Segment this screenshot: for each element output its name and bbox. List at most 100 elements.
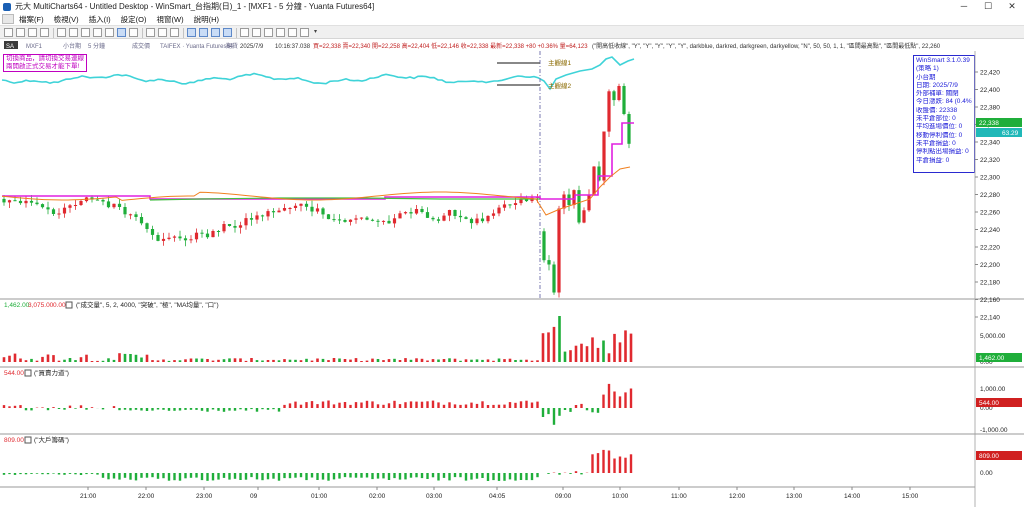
candle-body: [68, 205, 72, 208]
draw-line-icon[interactable]: [105, 28, 114, 37]
candle-body: [425, 212, 430, 218]
candle-body: [597, 166, 601, 181]
toolbar-dropdown[interactable]: ▾: [314, 29, 318, 35]
indicator-icon[interactable]: [240, 28, 249, 37]
volume-value-3: 0.00: [53, 302, 66, 309]
window-icon[interactable]: [300, 28, 309, 37]
power-bar: [140, 408, 143, 411]
power-badge-bg: [976, 398, 1022, 407]
big-bar: [239, 473, 242, 480]
chart-canvas[interactable]: SA MXF1 小台期 5 分鐘 成交價 TAIFEX · Yuanta Fut…: [0, 39, 1024, 507]
new-chart-icon[interactable]: [4, 28, 13, 37]
quote-line: 買=22,338 賣=22,340 開=22,258 高=22,404 低=22…: [313, 42, 588, 50]
candle-body: [442, 215, 446, 221]
big-indicator-label: ("大戶籌碼"): [34, 435, 69, 444]
big-pane: 809.00 ("大戶籌碼") 0.00 809.00: [2, 435, 1022, 481]
candle-body: [464, 217, 468, 219]
big-bar: [349, 473, 352, 478]
price-tick-label: 22,280: [980, 192, 1000, 199]
candle-body: [337, 219, 342, 221]
menu-bar: 檔案(F) 檢視(V) 插入(I) 設定(O) 視窗(W) 說明(H): [0, 13, 1024, 25]
volume-bar: [486, 359, 490, 362]
menu-window[interactable]: 視窗(W): [156, 14, 184, 24]
big-bar: [426, 473, 429, 479]
time-tick-label: 11:00: [671, 493, 687, 500]
power-bar: [310, 401, 314, 408]
volume-bar: [222, 359, 226, 362]
power-bar: [129, 408, 132, 411]
big-bar: [24, 473, 28, 475]
open-icon[interactable]: [16, 28, 25, 37]
power-bar: [393, 400, 396, 408]
menu-help[interactable]: 說明(H): [193, 14, 220, 24]
plus-icon[interactable]: [211, 28, 220, 37]
line-style-icon[interactable]: [170, 28, 179, 37]
volume-bar: [404, 358, 407, 362]
big-bar: [448, 473, 451, 481]
draw-text-icon[interactable]: [117, 28, 126, 37]
settings-icon[interactable]: [264, 28, 273, 37]
scroll-right-icon[interactable]: [199, 28, 208, 37]
menu-view[interactable]: 檢視(V): [53, 14, 79, 24]
power-bar: [189, 408, 193, 410]
power-bar: [569, 408, 572, 412]
big-bar: [420, 473, 424, 479]
price-tick-label: 22,300: [980, 175, 1000, 182]
big-bar: [508, 473, 512, 480]
pen-icon[interactable]: [129, 28, 138, 37]
candle-body: [480, 218, 485, 222]
candle-body: [552, 264, 556, 293]
menu-settings[interactable]: 設定(O): [120, 14, 147, 24]
indicator-close-icon[interactable]: [24, 436, 32, 444]
time-tick-label: 03:00: [426, 493, 443, 500]
volume-bar: [8, 355, 11, 362]
menu-file[interactable]: 檔案(F): [19, 14, 44, 24]
big-bar: [90, 473, 94, 474]
big-bar: [184, 473, 187, 479]
indicator-close-icon[interactable]: [65, 301, 73, 309]
power-bar: [90, 407, 94, 408]
crosshair-icon[interactable]: [57, 28, 66, 37]
volume-bar: [255, 360, 259, 362]
cursor-icon[interactable]: [69, 28, 78, 37]
strategy-params: ("開高低收線", "Y", "Y", "Y", "Y", "Y", darkb…: [592, 42, 941, 50]
big-bar: [46, 473, 50, 475]
minimize-button[interactable]: ─: [960, 1, 968, 11]
volume-bar: [310, 360, 314, 362]
alert-icon[interactable]: [288, 28, 297, 37]
power-bar: [250, 408, 253, 410]
power-bar: [409, 401, 413, 408]
volume-bar: [387, 359, 391, 362]
info-line: 停利點出場損益: 0: [916, 148, 969, 156]
bar-style-icon[interactable]: [146, 28, 155, 37]
power-bar: [151, 408, 154, 411]
scroll-left-icon[interactable]: [187, 28, 196, 37]
big-bar: [360, 473, 363, 478]
candle-body: [332, 219, 336, 221]
power-bar: [382, 404, 385, 408]
volume-bar: [580, 343, 583, 362]
power-bar: [629, 388, 633, 408]
indicator-close-icon[interactable]: [24, 369, 32, 377]
volume-bar: [541, 333, 545, 362]
big-bar: [525, 473, 528, 481]
candle-style-icon[interactable]: [158, 28, 167, 37]
save-icon[interactable]: [28, 28, 37, 37]
info-line: WinSmart 3.1.0.39: [916, 57, 970, 64]
time-tick-label: 22:00: [138, 493, 155, 500]
menu-insert[interactable]: 插入(I): [88, 14, 111, 24]
maximize-button[interactable]: ☐: [983, 1, 993, 11]
order-icon[interactable]: [276, 28, 285, 37]
mdi-icon[interactable]: [2, 14, 14, 24]
strategy-icon[interactable]: [252, 28, 261, 37]
big-bar: [442, 473, 446, 478]
time-tick-label: 01:00: [311, 493, 328, 500]
close-button[interactable]: ✕: [1008, 1, 1016, 11]
big-bar: [376, 473, 380, 479]
zoom-out-icon[interactable]: [93, 28, 102, 37]
price-tick-label: 22,220: [980, 245, 1000, 252]
minus-icon[interactable]: [223, 28, 232, 37]
volume-bar: [354, 358, 358, 362]
zoom-in-icon[interactable]: [81, 28, 90, 37]
print-icon[interactable]: [40, 28, 49, 37]
